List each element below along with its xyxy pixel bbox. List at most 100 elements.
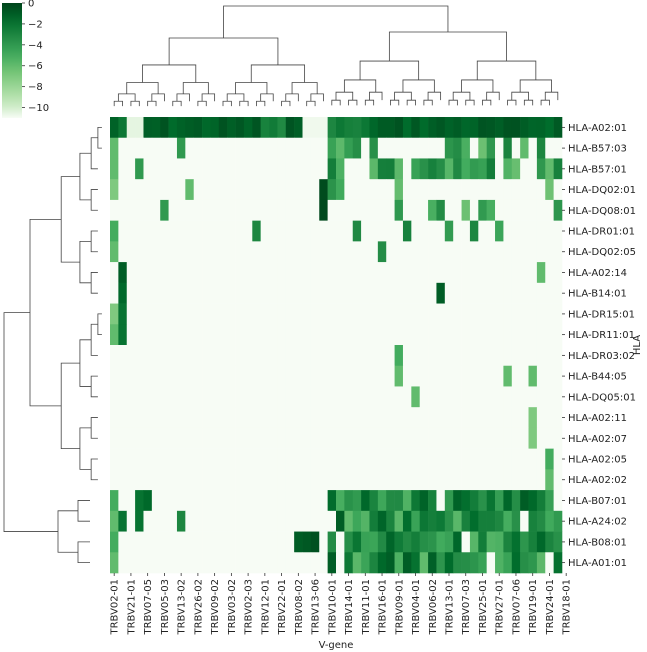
dendrogram-branch <box>281 100 291 107</box>
heatmap-cell <box>227 386 236 408</box>
heatmap-cell <box>511 427 521 449</box>
heatmap-cell <box>126 386 136 408</box>
heatmap-cell <box>277 386 287 408</box>
heatmap-cell <box>302 469 312 491</box>
heatmap-cell <box>118 241 128 263</box>
heatmap-cell <box>453 303 462 325</box>
heatmap-cell <box>478 386 487 408</box>
heatmap-cell <box>210 199 220 221</box>
heatmap-cell <box>168 117 178 139</box>
heatmap-cell <box>143 365 153 387</box>
heatmap-cell <box>495 137 504 159</box>
heatmap-cell <box>344 220 354 242</box>
heatmap-cell <box>327 427 337 449</box>
heatmap-cell <box>503 324 513 346</box>
heatmap-cell <box>478 469 487 491</box>
y-tick-label: HLA-A02:01 <box>568 123 627 134</box>
heatmap-cell <box>461 199 471 221</box>
heatmap-cell <box>411 117 420 139</box>
heatmap-cell <box>361 137 370 159</box>
heatmap-cell <box>469 241 479 263</box>
heatmap-cell <box>252 324 261 346</box>
heatmap-cell <box>185 427 194 449</box>
heatmap-cell <box>486 365 496 387</box>
heatmap-cell <box>411 365 420 387</box>
heatmap-cell <box>411 324 420 346</box>
heatmap-cell <box>503 282 513 304</box>
heatmap-cell <box>394 469 404 491</box>
x-tick-label: TRBV09-01 <box>394 579 405 636</box>
heatmap-cell <box>503 241 513 263</box>
heatmap-cell <box>135 469 144 491</box>
heatmap-cell <box>185 158 194 180</box>
heatmap-cell <box>453 552 462 574</box>
dendrogram-branch <box>452 91 471 101</box>
heatmap-cell <box>168 365 178 387</box>
heatmap-cell <box>193 407 203 429</box>
heatmap-cell <box>210 179 220 201</box>
heatmap-cell <box>202 241 211 263</box>
heatmap-cell <box>361 262 370 284</box>
dendrogram-branch <box>142 64 197 83</box>
heatmap-cell <box>235 158 245 180</box>
heatmap-cell <box>386 427 395 449</box>
heatmap-cell <box>369 531 379 553</box>
heatmap-cell <box>453 199 462 221</box>
heatmap-cell <box>202 448 211 470</box>
heatmap-cell <box>453 324 462 346</box>
heatmap-cell <box>168 490 178 512</box>
heatmap-cell <box>302 345 312 367</box>
heatmap-cell <box>369 407 379 429</box>
heatmap-cell <box>419 324 429 346</box>
heatmap-cell <box>444 365 454 387</box>
heatmap-cell <box>528 510 538 532</box>
heatmap-cell <box>369 199 379 221</box>
heatmap-cell <box>503 220 513 242</box>
heatmap-cell <box>503 262 513 284</box>
heatmap-cell <box>528 490 538 512</box>
heatmap-cell <box>386 137 395 159</box>
heatmap-cell <box>444 282 454 304</box>
heatmap-cell <box>436 199 446 221</box>
heatmap-cell <box>386 220 395 242</box>
heatmap-cell <box>428 241 437 263</box>
dendrogram-branch <box>90 417 98 439</box>
heatmap-cell <box>336 531 345 553</box>
heatmap-cell <box>319 345 328 367</box>
heatmap-cell <box>461 241 471 263</box>
heatmap-cell <box>386 407 395 429</box>
heatmap-cell <box>536 427 546 449</box>
heatmap-cell <box>302 303 312 325</box>
heatmap-cell <box>386 469 395 491</box>
heatmap-cell <box>260 531 270 553</box>
heatmap-cell <box>478 282 487 304</box>
heatmap-cell <box>269 365 278 387</box>
heatmap-cell <box>386 490 395 512</box>
heatmap-cell <box>285 179 295 201</box>
heatmap-cell <box>377 262 387 284</box>
heatmap-cell <box>176 303 186 325</box>
dendrogram-branch <box>359 60 420 80</box>
x-tick-label: TRBV24-01 <box>545 579 556 636</box>
heatmap-cell <box>411 262 420 284</box>
heatmap-cell <box>436 179 446 201</box>
heatmap-cell <box>352 241 362 263</box>
dendrogram-branch <box>544 91 559 101</box>
heatmap-cell <box>285 220 295 242</box>
heatmap-cell <box>294 137 303 159</box>
heatmap-cell <box>243 262 253 284</box>
heatmap-cell <box>252 303 261 325</box>
heatmap-cell <box>118 199 128 221</box>
heatmap-cell <box>478 365 487 387</box>
heatmap-cell <box>210 510 220 532</box>
heatmap-cell <box>176 469 186 491</box>
x-tick-label: TRBV02-03 <box>244 579 255 636</box>
heatmap-cell <box>536 531 546 553</box>
heatmap-cell <box>160 262 169 284</box>
heatmap-cell <box>260 552 270 574</box>
heatmap-cell <box>168 531 178 553</box>
x-tick-label: TRBV09-02 <box>210 579 221 636</box>
heatmap-cell <box>377 179 387 201</box>
heatmap-cell <box>185 324 194 346</box>
heatmap-cell <box>352 386 362 408</box>
